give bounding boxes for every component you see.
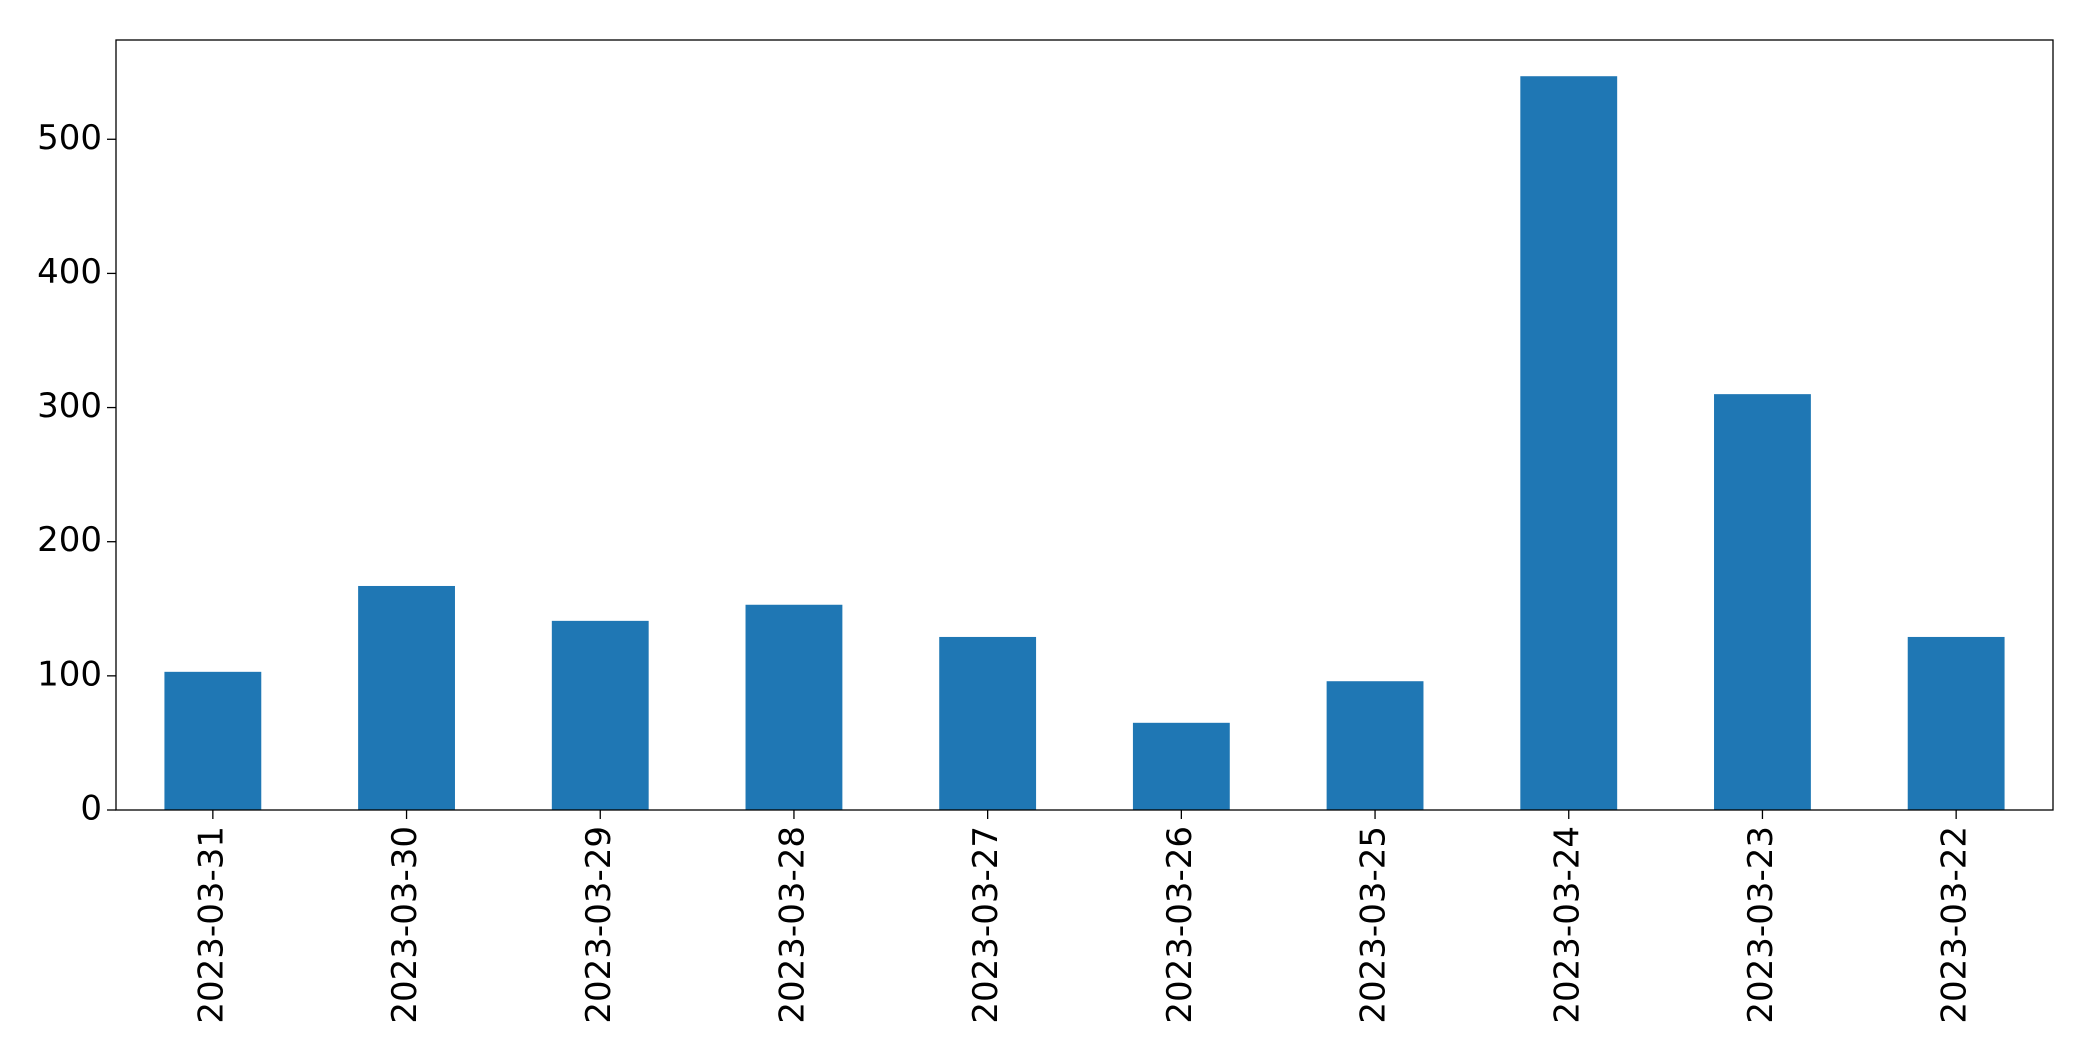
bar xyxy=(1714,394,1811,810)
x-tick-label: 2023-03-26 xyxy=(1160,826,1200,1024)
x-tick-label: 2023-03-28 xyxy=(772,826,812,1024)
bar xyxy=(1132,722,1230,810)
x-tick-label: 2023-03-29 xyxy=(579,826,619,1024)
y-tick-label: 300 xyxy=(37,386,102,426)
x-tick-label: 2023-03-23 xyxy=(1741,826,1781,1024)
bar xyxy=(164,671,262,810)
y-tick-label: 400 xyxy=(37,252,102,292)
bar xyxy=(1520,76,1618,811)
x-tick-label: 2023-03-31 xyxy=(191,826,231,1024)
x-tick-label: 2023-03-24 xyxy=(1547,826,1587,1024)
bar xyxy=(551,620,649,810)
bar xyxy=(358,585,455,810)
bar xyxy=(1907,636,2005,810)
x-tick-label: 2023-03-27 xyxy=(966,826,1006,1024)
y-tick-label: 100 xyxy=(37,654,102,694)
x-tick-label: 2023-03-30 xyxy=(385,826,425,1024)
bar xyxy=(745,604,843,810)
bar xyxy=(1326,681,1424,810)
x-tick-label: 2023-03-22 xyxy=(1935,826,1975,1024)
plot-frame xyxy=(115,39,2054,811)
y-tick-label: 0 xyxy=(80,789,102,829)
y-tick-label: 500 xyxy=(37,118,102,158)
bar xyxy=(939,636,1037,810)
x-tick-label: 2023-03-25 xyxy=(1354,826,1394,1024)
y-tick-label: 200 xyxy=(37,520,102,560)
